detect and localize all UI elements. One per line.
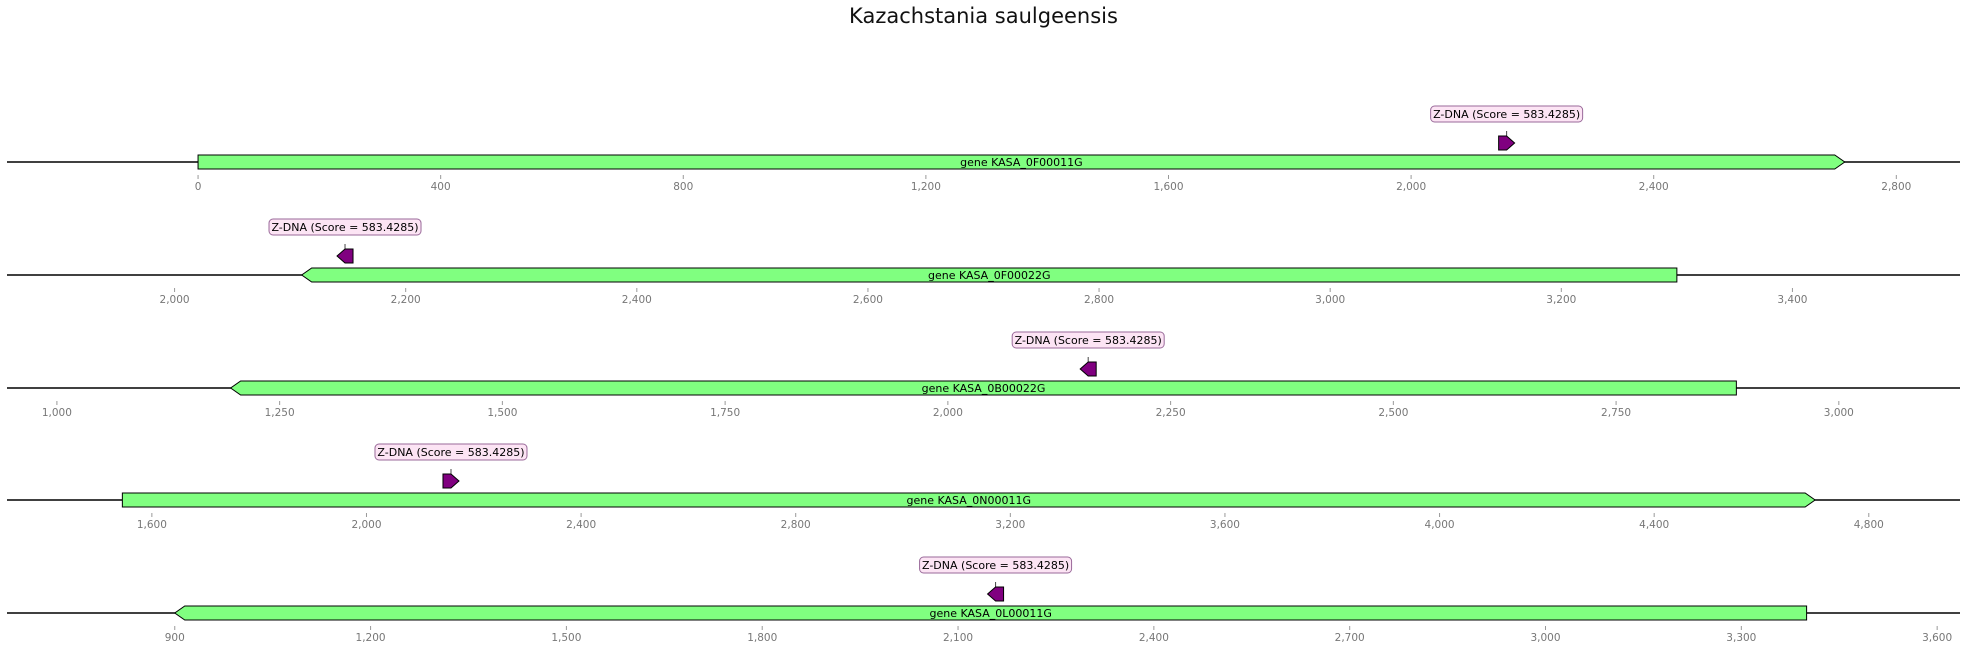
axis-tick-label: 1,500 [487,407,517,419]
z-dna-feature-arrow [442,473,460,489]
feature-label-box [374,443,528,461]
axis-tick-label: 3,400 [1777,294,1807,306]
axis-tick-label: 1,000 [42,407,72,419]
axis-tick-label: 1,200 [356,632,386,644]
axis-tick-label: 2,200 [391,294,421,306]
gene-arrow [300,267,1678,283]
feature-label: Z-DNA (Score = 583.4285) [1015,334,1162,347]
axis-tick-label: 2,600 [853,294,883,306]
figure-title: Kazachstania saulgeensis [849,4,1118,28]
feature-label-box [268,218,422,236]
z-dna-feature-arrow [1079,361,1097,377]
gene-label: gene KASA_0L00011G [929,607,1051,620]
axis-tick-label: 2,000 [1396,181,1426,193]
axis-tick-label: 1,750 [710,407,740,419]
axis-tick-label: 3,000 [1530,632,1560,644]
feature-label-box [1430,105,1584,123]
axis-tick-label: 1,500 [551,632,581,644]
axis-tick-label: 3,200 [995,519,1025,531]
axis-tick-label: 400 [431,181,451,193]
axis-tick-label: 2,250 [1156,407,1186,419]
axis-tick-label: 2,100 [943,632,973,644]
axis-tick-label: 4,000 [1425,519,1455,531]
gene-label: gene KASA_0N00011G [906,494,1031,507]
axis-tick-label: 2,800 [1881,181,1911,193]
axis-tick-label: 2,400 [566,519,596,531]
gene-label: gene KASA_0B00022G [922,382,1046,395]
axis-tick-label: 3,000 [1315,294,1345,306]
axis-tick-label: 2,000 [160,294,190,306]
feature-label: Z-DNA (Score = 583.4285) [1433,108,1580,121]
gene-arrow [229,380,1737,396]
axis-tick-label: 2,000 [351,519,381,531]
gene-arrow [197,154,1846,170]
axis-tick-label: 2,400 [1139,632,1169,644]
axis-tick-label: 1,600 [137,519,167,531]
axis-tick-label: 1,250 [265,407,295,419]
feature-label: Z-DNA (Score = 583.4285) [377,446,524,459]
z-dna-feature-arrow [986,586,1005,602]
axis-tick-label: 3,600 [1210,519,1240,531]
gene-label: gene KASA_0F00022G [928,269,1051,282]
axis-tick-label: 0 [195,181,202,193]
z-dna-feature-arrow [336,248,354,264]
axis-tick-label: 2,000 [933,407,963,419]
axis-tick-label: 2,800 [1084,294,1114,306]
axis-tick-label: 3,200 [1546,294,1576,306]
axis-tick-label: 2,400 [622,294,652,306]
axis-tick-label: 1,800 [747,632,777,644]
axis-tick-label: 3,300 [1726,632,1756,644]
axis-tick-label: 900 [165,632,185,644]
axis-tick-label: 3,000 [1824,407,1854,419]
axis-tick-label: 3,600 [1922,632,1952,644]
axis-tick-label: 4,400 [1639,519,1669,531]
z-dna-feature-arrow [1498,135,1516,151]
feature-label-box [919,556,1073,574]
axis-tick-label: 2,700 [1335,632,1365,644]
axis-tick-label: 2,500 [1378,407,1408,419]
feature-label: Z-DNA (Score = 583.4285) [922,559,1069,572]
axis-tick-label: 1,600 [1153,181,1183,193]
axis-tick-label: 4,800 [1854,519,1884,531]
axis-tick-label: 1,200 [911,181,941,193]
gene-arrow [121,492,1817,508]
axis-tick-label: 2,400 [1639,181,1669,193]
feature-label: Z-DNA (Score = 583.4285) [271,221,418,234]
feature-label-box [1011,331,1165,349]
axis-tick-label: 800 [673,181,693,193]
gene-label: gene KASA_0F00011G [960,156,1083,169]
gene-arrow [173,605,1808,621]
axis-tick-label: 2,800 [781,519,811,531]
axis-tick-label: 2,750 [1601,407,1631,419]
